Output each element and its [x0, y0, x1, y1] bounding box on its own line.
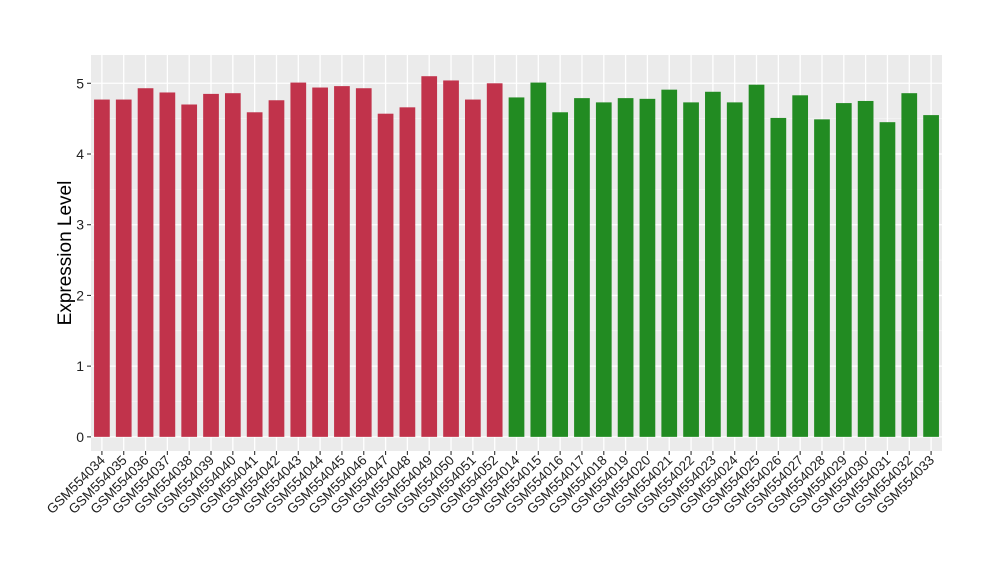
bar-GSM554033 [923, 115, 939, 437]
bar-GSM554052 [486, 83, 503, 437]
bar-GSM554021 [661, 89, 678, 437]
bar-GSM554036 [137, 88, 154, 437]
y-tick-label: 2 [76, 287, 84, 303]
bar-GSM554026 [770, 117, 787, 437]
bar-GSM554044 [312, 87, 328, 437]
bar-GSM554023 [705, 91, 721, 437]
bar-GSM554024 [726, 102, 743, 437]
bar-GSM554042 [268, 100, 285, 437]
bar-GSM554047 [377, 113, 394, 437]
bar-GSM554035 [115, 99, 132, 437]
bar-GSM554050 [443, 80, 459, 437]
y-axis-title: Expression Level [55, 181, 76, 326]
bar-GSM554022 [683, 102, 699, 437]
bar-GSM554025 [748, 84, 765, 437]
bar-GSM554029 [835, 103, 852, 437]
bar-GSM554048 [399, 107, 416, 437]
bar-GSM554045 [334, 86, 350, 437]
bar-GSM554020 [639, 98, 656, 437]
bar-GSM554017 [574, 98, 590, 437]
bar-GSM554019 [617, 98, 634, 437]
x-axis: GSM554034GSM554035GSM554036GSM554037GSM5… [44, 451, 937, 517]
y-tick-label: 4 [76, 146, 84, 162]
bar-GSM554031 [879, 122, 896, 437]
bar-GSM554016 [552, 112, 568, 437]
bars-group [94, 76, 939, 437]
y-tick-label: 5 [76, 75, 84, 91]
bar-GSM554014 [508, 97, 525, 437]
bar-GSM554030 [857, 100, 874, 437]
bar-GSM554051 [465, 99, 481, 437]
bar-GSM554039 [203, 93, 219, 437]
y-tick-label: 3 [76, 217, 84, 233]
bar-GSM554038 [181, 104, 198, 437]
bar-GSM554040 [224, 93, 241, 437]
bar-GSM554032 [901, 93, 918, 437]
bar-GSM554015 [530, 82, 547, 437]
bar-GSM554037 [159, 92, 176, 437]
bar-GSM554028 [814, 119, 830, 437]
bar-GSM554018 [595, 102, 612, 437]
bar-GSM554027 [792, 95, 809, 437]
bar-GSM554049 [421, 76, 438, 437]
y-tick-label: 1 [76, 358, 84, 374]
y-tick-label: 0 [76, 429, 84, 445]
bar-GSM554041 [246, 112, 263, 437]
bar-GSM554046 [355, 88, 372, 437]
y-axis: 0 1 2 3 4 5 [76, 75, 91, 445]
bar-GSM554034 [94, 99, 110, 437]
bar-GSM554043 [290, 82, 307, 437]
